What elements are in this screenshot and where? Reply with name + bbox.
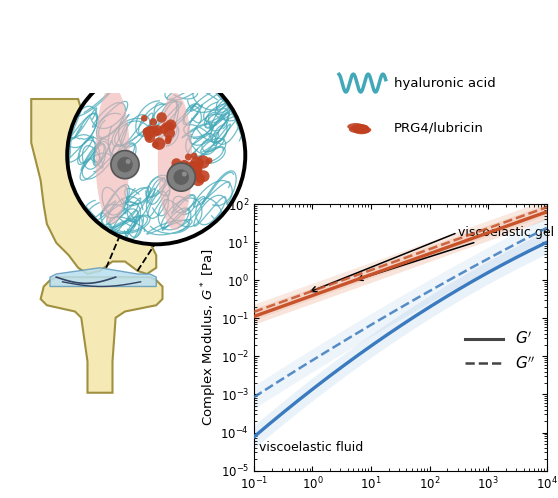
Circle shape — [143, 127, 150, 135]
Circle shape — [174, 169, 189, 185]
Circle shape — [180, 174, 191, 186]
Circle shape — [191, 169, 199, 177]
Circle shape — [354, 126, 371, 133]
Circle shape — [150, 118, 157, 126]
Circle shape — [156, 112, 167, 123]
Polygon shape — [95, 87, 129, 224]
Circle shape — [165, 137, 171, 144]
Circle shape — [165, 120, 176, 130]
Circle shape — [198, 170, 210, 182]
Circle shape — [195, 166, 203, 174]
Circle shape — [152, 141, 159, 148]
Circle shape — [196, 155, 210, 169]
Legend: $G'$, $G''$: $G'$, $G''$ — [459, 325, 542, 377]
Circle shape — [175, 162, 189, 175]
Circle shape — [162, 122, 170, 129]
Polygon shape — [158, 93, 192, 230]
Circle shape — [191, 152, 198, 159]
Circle shape — [206, 157, 213, 164]
Polygon shape — [50, 268, 156, 286]
Circle shape — [141, 115, 147, 122]
Circle shape — [143, 126, 155, 139]
Circle shape — [185, 153, 192, 160]
Circle shape — [170, 163, 183, 175]
Circle shape — [152, 125, 163, 135]
Circle shape — [349, 126, 366, 133]
Circle shape — [352, 124, 369, 131]
Y-axis label: Complex Modulus, $G^*$ [Pa]: Complex Modulus, $G^*$ [Pa] — [199, 249, 219, 426]
Circle shape — [353, 127, 370, 134]
Circle shape — [117, 157, 133, 172]
Circle shape — [146, 134, 152, 140]
Circle shape — [67, 66, 246, 245]
Circle shape — [145, 132, 155, 143]
Circle shape — [195, 171, 202, 178]
Circle shape — [153, 137, 165, 150]
Circle shape — [347, 123, 364, 130]
Circle shape — [352, 124, 368, 131]
Circle shape — [192, 173, 205, 186]
Circle shape — [187, 161, 198, 171]
Circle shape — [150, 125, 157, 133]
Circle shape — [171, 158, 181, 168]
Text: viscoelastic fluid: viscoelastic fluid — [258, 441, 363, 454]
Circle shape — [146, 125, 155, 134]
Circle shape — [150, 127, 160, 137]
Circle shape — [196, 174, 205, 183]
Circle shape — [163, 127, 175, 138]
Circle shape — [173, 171, 181, 179]
Circle shape — [180, 162, 193, 174]
Circle shape — [191, 163, 202, 174]
Circle shape — [167, 163, 195, 191]
Circle shape — [190, 157, 204, 170]
Polygon shape — [41, 277, 162, 393]
Circle shape — [166, 122, 174, 130]
Circle shape — [111, 150, 139, 179]
Polygon shape — [31, 99, 156, 274]
Text: PRG4/lubricin: PRG4/lubricin — [394, 122, 484, 134]
Circle shape — [159, 124, 169, 134]
Text: hyaluronic acid: hyaluronic acid — [394, 77, 496, 90]
Text: viscoelastic gel: viscoelastic gel — [358, 226, 554, 280]
Circle shape — [179, 160, 190, 171]
Circle shape — [352, 124, 369, 131]
Circle shape — [182, 171, 187, 176]
Circle shape — [165, 135, 172, 142]
Circle shape — [126, 159, 131, 164]
